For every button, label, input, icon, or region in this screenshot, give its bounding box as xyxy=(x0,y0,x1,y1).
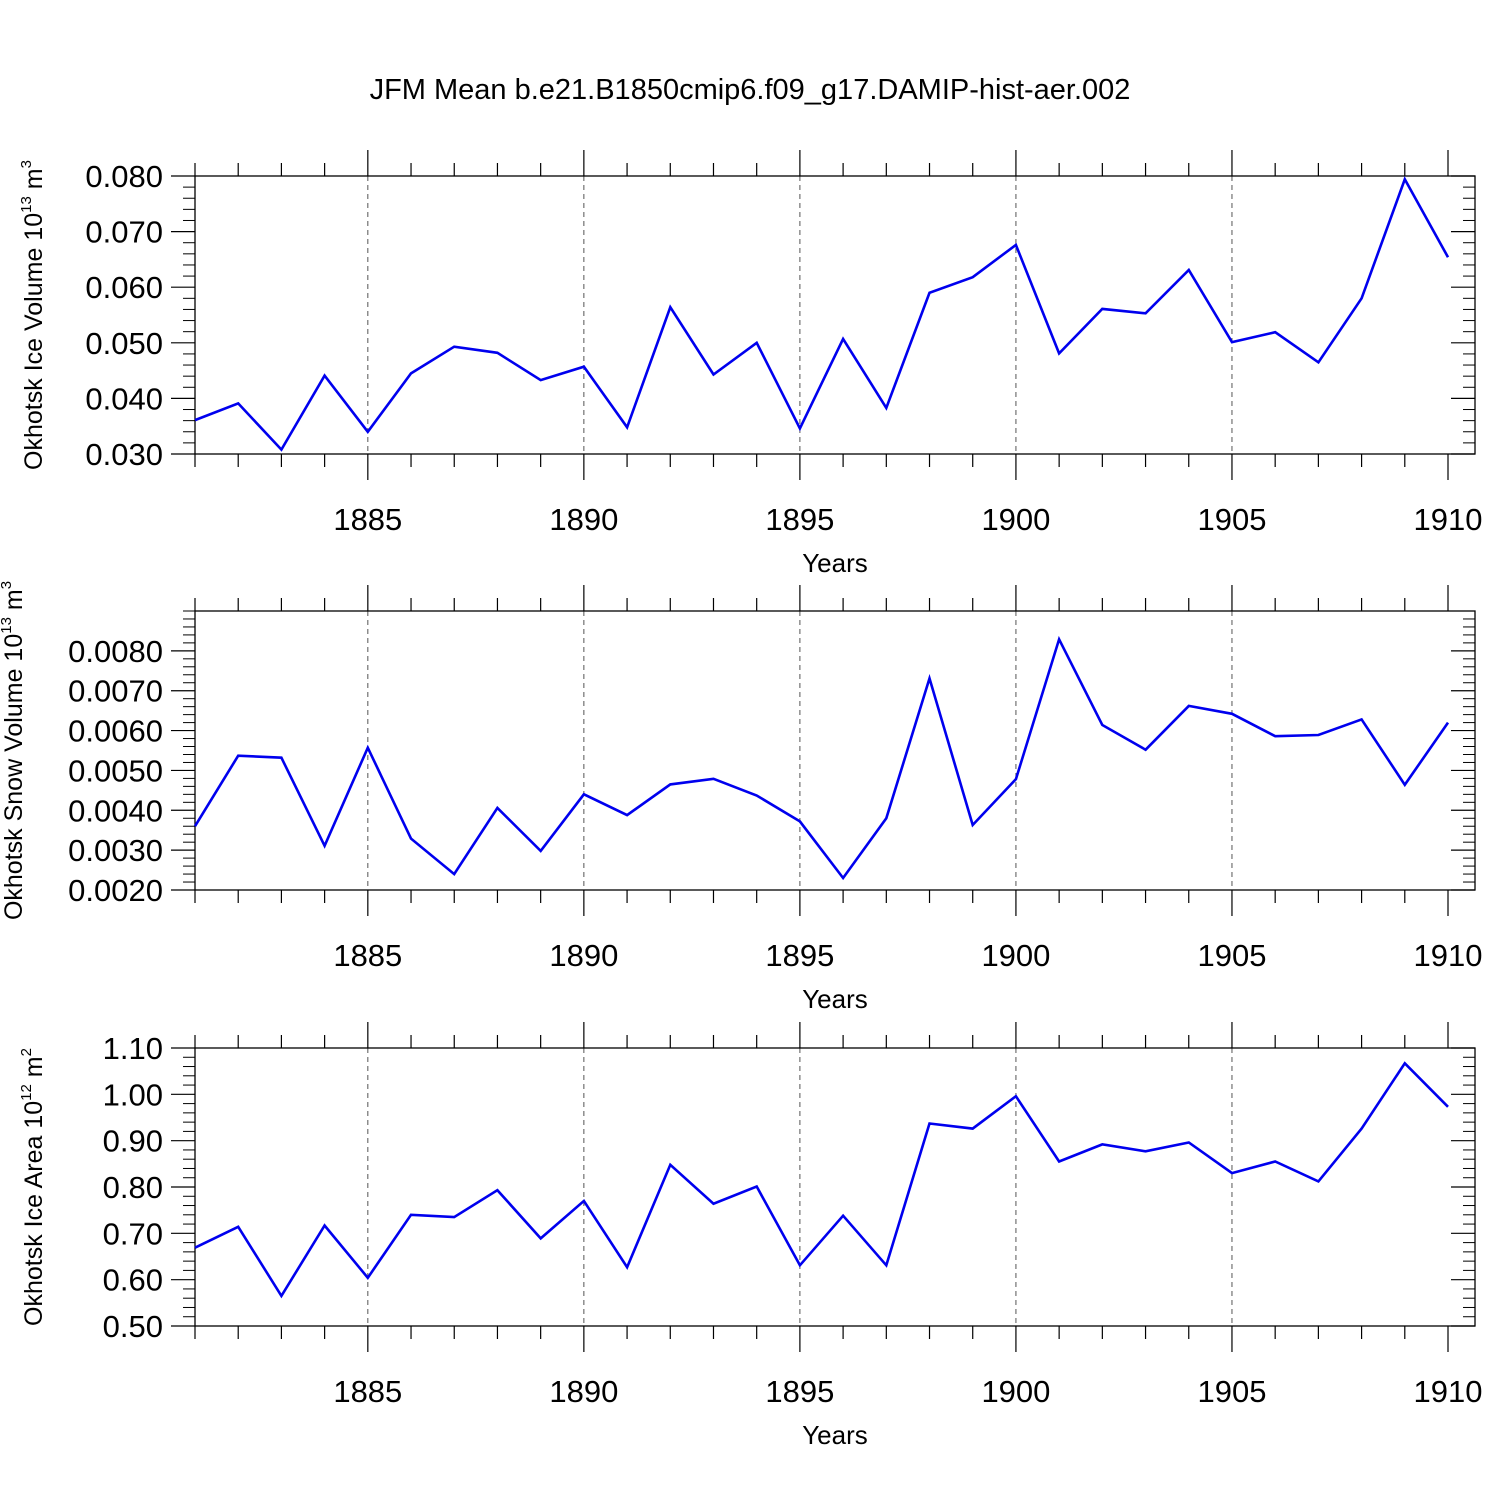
plot-frame xyxy=(194,1047,1476,1327)
x-tick-label: 1895 xyxy=(765,938,834,973)
x-tick-label: 1905 xyxy=(1197,938,1266,973)
y-axis-label-main: Okhotsk Snow Volume 10 xyxy=(0,634,28,920)
x-tick-label: 1900 xyxy=(981,502,1050,537)
y-tick-label: 0.050 xyxy=(85,326,163,361)
y-tick-label: 0.0060 xyxy=(68,714,163,749)
x-tick-label: 1900 xyxy=(981,938,1050,973)
x-tick-label: 1905 xyxy=(1197,502,1266,537)
x-axis-label: Years xyxy=(802,548,868,578)
y-axis-label-exponent: 13 xyxy=(18,196,35,213)
x-tick-label: 1900 xyxy=(981,1374,1050,1409)
y-axis-label: Okhotsk Ice Area 1012 m2 xyxy=(18,1048,48,1326)
plot-frame xyxy=(194,175,1476,455)
y-axis-label: Okhotsk Ice Volume 1013 m3 xyxy=(18,160,48,470)
x-tick-label: 1885 xyxy=(333,1374,402,1409)
y-axis-label-unit: m xyxy=(20,168,48,196)
y-axis-label-main: Okhotsk Ice Area 10 xyxy=(20,1101,48,1326)
y-axis-label-exponent: 12 xyxy=(18,1084,35,1101)
x-tick-label: 1885 xyxy=(333,938,402,973)
y-axis-label-main: Okhotsk Ice Volume 10 xyxy=(20,213,48,470)
y-axis-label: Okhotsk Snow Volume 1013 m3 xyxy=(0,581,28,920)
x-tick-label: 1885 xyxy=(333,502,402,537)
y-tick-label: 0.0070 xyxy=(68,674,163,709)
x-tick-label: 1890 xyxy=(549,1374,618,1409)
series-line xyxy=(194,1061,1449,1299)
x-tick-label: 1910 xyxy=(1414,502,1483,537)
panel-2: 0.0020 0.0030 0.0040 0.0050 0.0060 0.0070 0.00… xyxy=(0,581,1482,1014)
x-tick-label: 1910 xyxy=(1414,938,1483,973)
x-tick-label: 1895 xyxy=(765,502,834,537)
y-tick-label: 0.070 xyxy=(85,215,163,250)
y-tick-label: 0.80 xyxy=(103,1170,163,1205)
y-tick-label: 0.90 xyxy=(103,1124,163,1159)
y-tick-label: 1.10 xyxy=(103,1031,163,1066)
y-tick-label: 0.0020 xyxy=(68,873,163,908)
y-axis-label-unit-exponent: 3 xyxy=(0,581,15,589)
y-tick-label: 0.60 xyxy=(103,1263,163,1298)
x-tick-label: 1905 xyxy=(1197,1374,1266,1409)
y-tick-label: 0.0040 xyxy=(68,793,163,828)
series-line xyxy=(194,176,1450,452)
x-axis-label: Years xyxy=(802,1420,868,1450)
y-axis-label-unit-exponent: 3 xyxy=(18,160,35,168)
y-axis-label-unit-exponent: 2 xyxy=(18,1048,35,1056)
chart-title: JFM Mean b.e21.B1850cmip6.f09_g17.DAMIP-… xyxy=(370,74,1131,106)
plot-frame xyxy=(194,610,1476,891)
series-line xyxy=(193,635,1450,881)
y-tick-label: 1.00 xyxy=(103,1077,163,1112)
y-tick-label: 0.0050 xyxy=(68,753,163,788)
y-tick-label: 0.0080 xyxy=(68,634,163,669)
x-tick-label: 1895 xyxy=(765,1374,834,1409)
y-axis-label-unit: m xyxy=(0,589,28,617)
x-tick-label: 1890 xyxy=(549,938,618,973)
x-tick-label: 1890 xyxy=(549,502,618,537)
y-tick-label: 0.040 xyxy=(85,381,163,416)
y-axis-label-unit: m xyxy=(20,1056,48,1084)
y-tick-label: 0.030 xyxy=(85,437,163,472)
y-tick-label: 0.50 xyxy=(103,1309,163,1344)
y-axis-label-exponent: 13 xyxy=(0,617,15,634)
panel-3: 0.50 0.60 0.70 0.80 0.90 1.00 1.10 1885 1890 1895… xyxy=(18,1022,1482,1450)
y-tick-label: 0.060 xyxy=(85,270,163,305)
x-tick-label: 1910 xyxy=(1414,1374,1483,1409)
y-tick-label: 0.080 xyxy=(85,159,163,194)
y-tick-label: 0.70 xyxy=(103,1216,163,1251)
x-axis-label: Years xyxy=(802,984,868,1014)
y-tick-label: 0.0030 xyxy=(68,833,163,868)
panel-1: 0.030 0.040 0.050 0.060 0.070 0.080 1885 1890 18… xyxy=(18,150,1482,578)
